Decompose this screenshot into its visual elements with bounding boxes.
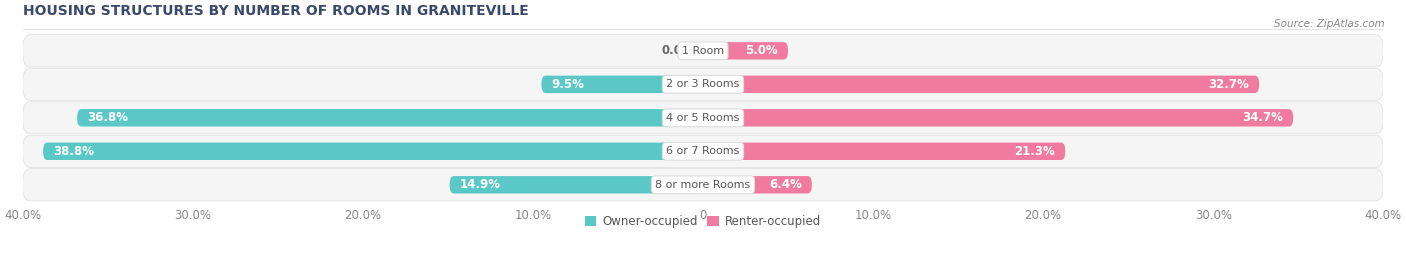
- FancyBboxPatch shape: [703, 42, 787, 59]
- Text: 8 or more Rooms: 8 or more Rooms: [655, 180, 751, 190]
- FancyBboxPatch shape: [541, 76, 703, 93]
- Text: 0.0%: 0.0%: [662, 44, 695, 57]
- FancyBboxPatch shape: [44, 143, 703, 160]
- FancyBboxPatch shape: [450, 176, 703, 193]
- FancyBboxPatch shape: [22, 169, 1384, 201]
- Text: 5.0%: 5.0%: [745, 44, 778, 57]
- FancyBboxPatch shape: [22, 68, 1384, 100]
- FancyBboxPatch shape: [22, 35, 1384, 67]
- Text: 36.8%: 36.8%: [87, 111, 128, 124]
- Text: 21.3%: 21.3%: [1014, 145, 1054, 158]
- FancyBboxPatch shape: [703, 143, 1066, 160]
- Text: 4 or 5 Rooms: 4 or 5 Rooms: [666, 113, 740, 123]
- Text: 6 or 7 Rooms: 6 or 7 Rooms: [666, 146, 740, 156]
- FancyBboxPatch shape: [22, 135, 1384, 167]
- FancyBboxPatch shape: [703, 76, 1260, 93]
- Text: 32.7%: 32.7%: [1208, 78, 1249, 91]
- Legend: Owner-occupied, Renter-occupied: Owner-occupied, Renter-occupied: [579, 210, 827, 233]
- Text: 34.7%: 34.7%: [1241, 111, 1282, 124]
- Text: 14.9%: 14.9%: [460, 178, 501, 191]
- FancyBboxPatch shape: [22, 102, 1384, 134]
- Text: 6.4%: 6.4%: [769, 178, 801, 191]
- FancyBboxPatch shape: [703, 109, 1294, 126]
- Text: Source: ZipAtlas.com: Source: ZipAtlas.com: [1274, 19, 1385, 29]
- Text: 2 or 3 Rooms: 2 or 3 Rooms: [666, 79, 740, 89]
- Text: HOUSING STRUCTURES BY NUMBER OF ROOMS IN GRANITEVILLE: HOUSING STRUCTURES BY NUMBER OF ROOMS IN…: [22, 4, 529, 18]
- Text: 9.5%: 9.5%: [551, 78, 585, 91]
- FancyBboxPatch shape: [703, 176, 811, 193]
- Text: 1 Room: 1 Room: [682, 46, 724, 56]
- FancyBboxPatch shape: [77, 109, 703, 126]
- Text: 38.8%: 38.8%: [53, 145, 94, 158]
